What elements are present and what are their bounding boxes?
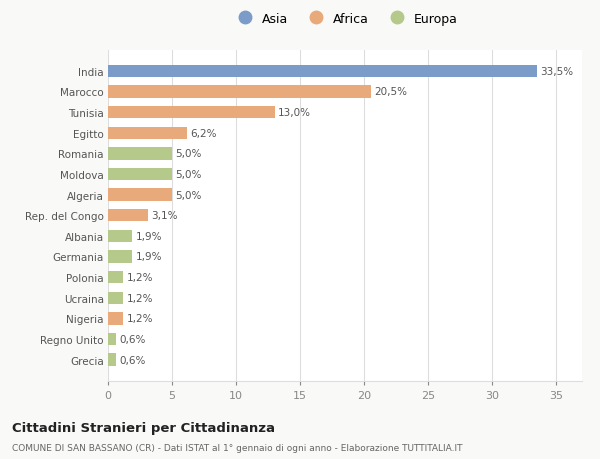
Bar [108,313,124,325]
Bar [108,333,116,345]
Text: Cittadini Stranieri per Cittadinanza: Cittadini Stranieri per Cittadinanza [12,421,275,434]
Text: 1,2%: 1,2% [127,273,153,282]
Text: 20,5%: 20,5% [374,87,407,97]
Legend: Asia, Africa, Europa: Asia, Africa, Europa [227,7,463,30]
Text: 13,0%: 13,0% [278,108,311,118]
Text: 0,6%: 0,6% [119,355,145,365]
Bar [108,168,172,181]
Text: 1,2%: 1,2% [127,293,153,303]
Bar [108,127,187,140]
Bar [108,66,537,78]
Bar [108,271,124,284]
Text: 0,6%: 0,6% [119,334,145,344]
Text: 1,9%: 1,9% [136,252,162,262]
Text: 1,9%: 1,9% [136,231,162,241]
Bar [108,189,172,202]
Text: 6,2%: 6,2% [191,129,217,139]
Bar [108,148,172,160]
Bar [108,353,116,366]
Bar [108,292,124,304]
Text: 5,0%: 5,0% [175,190,202,200]
Text: 3,1%: 3,1% [151,211,178,221]
Text: 1,2%: 1,2% [127,313,153,324]
Bar [108,210,148,222]
Text: 33,5%: 33,5% [541,67,574,77]
Bar [108,86,371,98]
Text: 5,0%: 5,0% [175,169,202,179]
Bar [108,251,133,263]
Text: COMUNE DI SAN BASSANO (CR) - Dati ISTAT al 1° gennaio di ogni anno - Elaborazion: COMUNE DI SAN BASSANO (CR) - Dati ISTAT … [12,443,463,452]
Bar [108,230,133,242]
Bar [108,106,275,119]
Text: 5,0%: 5,0% [175,149,202,159]
